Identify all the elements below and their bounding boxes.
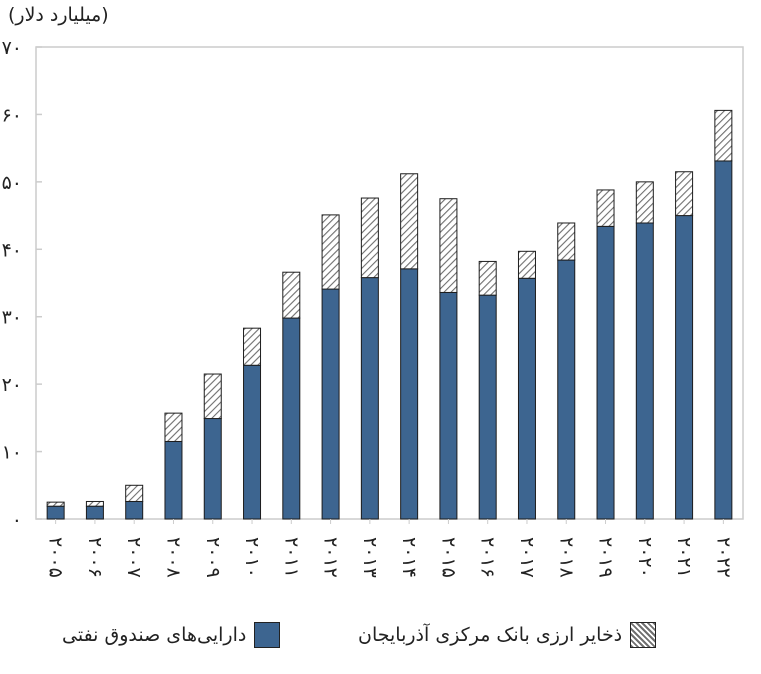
- x-tick-label: ۲۰۰۵: [45, 537, 67, 578]
- bar-central-bank: [439, 198, 458, 293]
- bar-central-bank: [596, 189, 615, 227]
- bar-central-bank: [360, 197, 379, 279]
- bar-oil-fund: [714, 160, 733, 520]
- x-tick-label: ۲۰۱۷: [516, 537, 538, 578]
- x-tick-label: ۲۰۱۳: [359, 537, 381, 578]
- bar-central-bank: [714, 109, 733, 162]
- bar-oil-fund: [635, 222, 654, 520]
- bar-central-bank: [321, 214, 340, 290]
- x-tick-label: ۲۰۱۶: [477, 537, 499, 578]
- y-tick-label: ۶۰: [2, 104, 22, 126]
- bar-oil-fund: [46, 505, 65, 520]
- y-tick-label: ۳۰: [2, 307, 22, 329]
- bars-group: [46, 109, 733, 520]
- bar-oil-fund: [439, 291, 458, 520]
- y-tick-label: ۵۰: [2, 172, 22, 194]
- plot-frame: [35, 46, 744, 520]
- legend-item-oil-fund: دارایی‌های صندوق نفتی: [62, 622, 281, 648]
- bar-oil-fund: [478, 294, 497, 520]
- bar-oil-fund: [675, 215, 694, 520]
- bar-central-bank: [635, 181, 654, 224]
- bar-oil-fund: [360, 277, 379, 520]
- x-tick-label: ۲۰۲۱: [673, 537, 695, 578]
- bar-central-bank: [282, 271, 301, 319]
- y-tick-label: ۰: [12, 509, 22, 531]
- bar-central-bank: [478, 260, 497, 296]
- bar-oil-fund: [125, 500, 144, 520]
- legend-swatch-oil-fund: [254, 622, 281, 648]
- x-tick-label: ۲۰۱۹: [595, 537, 617, 578]
- bar-oil-fund: [400, 268, 419, 520]
- legend-item-central-bank: ذخایر ارزی بانک مرکزی آذربایجان: [358, 622, 657, 648]
- bar-oil-fund: [243, 364, 262, 520]
- x-tick-label: ۲۰۰۸: [162, 537, 184, 578]
- bar-oil-fund: [85, 505, 104, 520]
- x-tick-label: ۲۰۱۱: [280, 537, 302, 578]
- bar-oil-fund: [517, 277, 536, 520]
- bar-central-bank: [125, 484, 144, 502]
- bar-central-bank: [557, 222, 576, 261]
- x-tick-label: ۲۰۱۰: [241, 537, 263, 578]
- bar-central-bank: [203, 373, 222, 420]
- bar-oil-fund: [596, 225, 615, 520]
- x-tick-label: ۲۰۰۹: [202, 537, 224, 578]
- bar-oil-fund: [321, 288, 340, 520]
- bar-oil-fund: [203, 418, 222, 520]
- x-tick-label: ۲۰۰۷: [123, 537, 145, 578]
- x-tick-label: ۲۰۰۶: [84, 537, 106, 578]
- bar-oil-fund: [282, 317, 301, 520]
- x-tick-label: ۲۰۲۰: [634, 537, 656, 578]
- bar-central-bank: [400, 173, 419, 270]
- bar-central-bank: [85, 500, 104, 507]
- bar-oil-fund: [164, 440, 183, 520]
- x-tick-label: ۲۰۱۲: [320, 537, 342, 578]
- legend-label-oil-fund: دارایی‌های صندوق نفتی: [62, 624, 247, 646]
- x-tick-label: ۲۰۲۲: [712, 537, 734, 578]
- bar-central-bank: [675, 171, 694, 217]
- y-tick-label: ۱۰: [2, 442, 22, 464]
- x-tick-label: ۲۰۱۴: [398, 537, 420, 578]
- bar-central-bank: [243, 327, 262, 366]
- bar-central-bank: [46, 501, 65, 507]
- y-tick-label: ۴۰: [2, 239, 22, 261]
- y-tick-label: ۲۰: [2, 374, 22, 396]
- y-axis-unit-label: (میلیارد دلار): [8, 4, 109, 26]
- x-tick-label: ۲۰۱۵: [437, 537, 459, 578]
- y-tick-label: ۷۰: [2, 37, 22, 59]
- legend-swatch-central-bank: [630, 622, 657, 648]
- bar-oil-fund: [557, 259, 576, 520]
- bar-central-bank: [517, 250, 536, 279]
- x-tick-label: ۲۰۱۸: [555, 537, 577, 578]
- bar-central-bank: [164, 412, 183, 442]
- y-axis: ۰ ۱۰ ۲۰ ۳۰ ۴۰ ۵۰ ۶۰ ۷۰: [2, 37, 42, 531]
- legend-label-central-bank: ذخایر ارزی بانک مرکزی آذربایجان: [358, 624, 623, 646]
- x-axis: ۲۰۰۵ ۲۰۰۶ ۲۰۰۷ ۲۰۰۸ ۲۰۰۹ ۲۰۱۰ ۲۰۱۱ ۲۰۱۲ ۲۰۱۳ ۲۰۱۴…: [45, 519, 734, 578]
